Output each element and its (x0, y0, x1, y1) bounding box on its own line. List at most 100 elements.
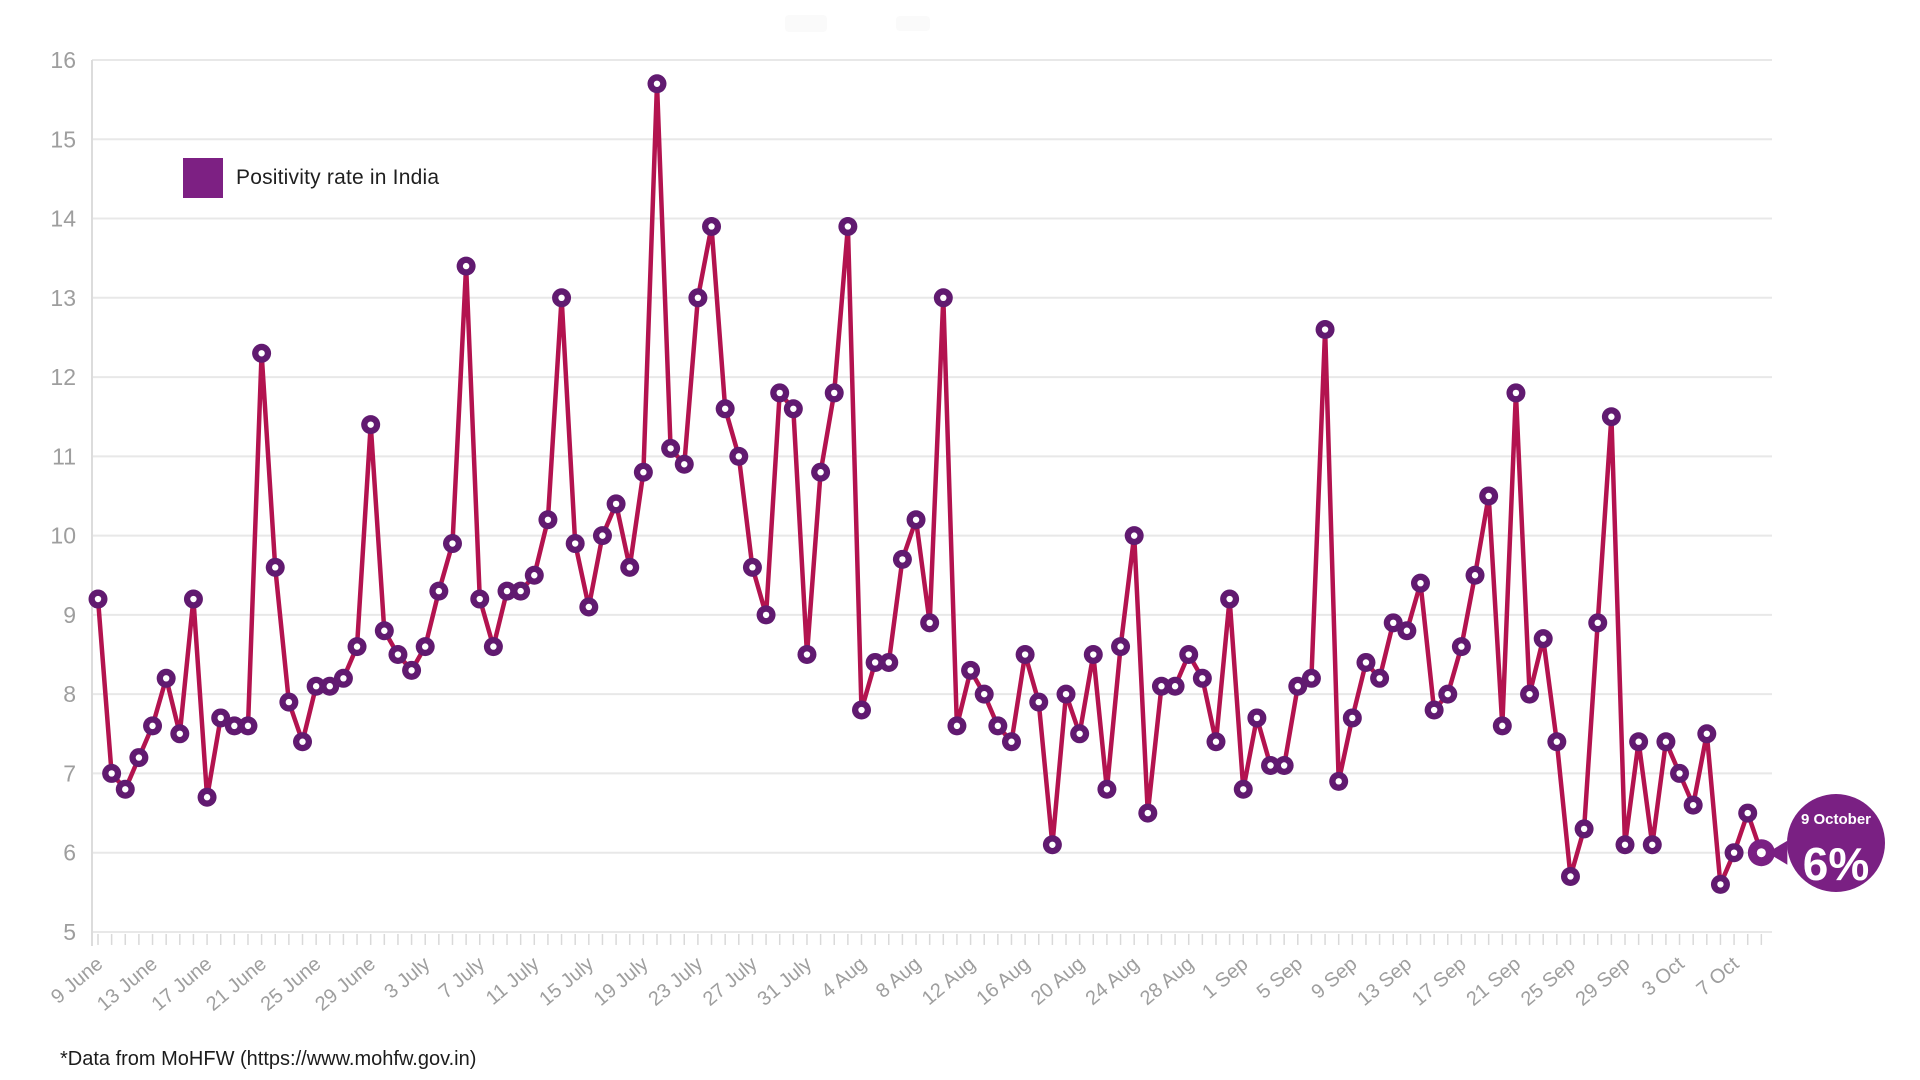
data-point-hole (912, 516, 920, 523)
data-point-hole (694, 294, 702, 302)
x-tick-label: 7 Oct (1693, 953, 1744, 1001)
x-tick-label: 16 Aug (972, 953, 1034, 1010)
data-point-hole (735, 453, 742, 460)
data-point-hole (1717, 881, 1724, 888)
data-point-hole (503, 587, 511, 595)
x-tick-label: 13 June (93, 953, 162, 1016)
gridlines (92, 59, 1772, 933)
data-point-hole (1090, 651, 1097, 658)
data-point-hole (1662, 738, 1670, 745)
data-point-hole (1267, 762, 1274, 769)
x-tick-label: 19 July (590, 953, 653, 1011)
data-point-hole (1321, 326, 1329, 333)
data-point-hole (653, 80, 661, 87)
y-tick-label: 7 (63, 760, 76, 786)
y-tick-label: 11 (52, 443, 76, 469)
data-point-hole (285, 698, 293, 706)
data-point-hole (994, 722, 1002, 730)
data-point-hole (831, 389, 838, 397)
y-tick-label: 16 (50, 47, 76, 73)
y-tick-label: 12 (50, 364, 76, 390)
data-point-hole (1199, 675, 1206, 682)
x-tick-label: 24 Aug (1082, 953, 1144, 1010)
data-point-hole (640, 469, 647, 476)
x-tick-label: 8 Aug (872, 953, 925, 1003)
callout-value: 6% (1803, 838, 1869, 890)
data-point-hole (1608, 413, 1615, 420)
y-axis-labels: 5 6 7 8 9 10 11 12 13 14 15 16 (50, 47, 76, 945)
data-point-hole (1485, 492, 1492, 500)
data-point-hole (1417, 579, 1424, 587)
data-point-hole (162, 675, 170, 682)
data-point-hole (1376, 675, 1383, 682)
data-point-hole (244, 722, 252, 730)
data-point-hole (1676, 770, 1683, 777)
callout-arrow-icon (1767, 840, 1788, 865)
data-point-hole (1703, 730, 1711, 737)
data-point-hole (885, 659, 892, 666)
data-point-hole (1499, 722, 1506, 730)
x-tick-label: 1 Sep (1198, 953, 1252, 1003)
data-point-hole (422, 643, 429, 650)
data-point-hole (231, 722, 238, 730)
data-point-hole (1512, 389, 1520, 397)
data-point-hole (858, 706, 865, 714)
data-point-hole (176, 730, 184, 737)
data-point-hole (1103, 786, 1111, 793)
series-line (95, 81, 1764, 887)
data-point-hole (1076, 730, 1083, 737)
data-point-hole (1756, 848, 1766, 858)
y-tick-label: 8 (63, 681, 76, 707)
data-point-hole (1567, 873, 1574, 880)
x-tick-label: 27 July (699, 953, 762, 1011)
data-point-hole (217, 714, 224, 722)
x-tick-label: 13 Sep (1353, 953, 1416, 1011)
data-point-hole (1689, 801, 1697, 809)
x-tick-label: 3 Oct (1638, 953, 1689, 1001)
data-point-hole (1540, 635, 1547, 642)
data-point-hole (203, 794, 211, 801)
data-point-hole (749, 564, 756, 571)
data-point-hole (1280, 762, 1288, 769)
data-point-hole (803, 651, 811, 658)
data-point-hole (1458, 643, 1465, 650)
data-point-hole (1580, 825, 1588, 833)
data-point-hole (1444, 690, 1451, 698)
data-point-hole (122, 786, 129, 793)
data-point-hole (517, 587, 524, 595)
data-point-hole (1594, 619, 1601, 627)
data-point-hole (135, 754, 143, 761)
x-tick-label: 5 Sep (1253, 953, 1307, 1003)
faded-title-artifact (896, 16, 930, 31)
y-tick-label: 14 (50, 206, 76, 232)
data-point-hole (1062, 690, 1070, 698)
data-point-hole (340, 675, 347, 682)
data-point-hole (1649, 841, 1656, 848)
data-point-hole (844, 223, 852, 230)
data-point-hole (981, 690, 988, 698)
x-tick-label: 25 June (257, 953, 326, 1016)
data-point-hole (462, 262, 470, 270)
y-tick-label: 10 (50, 523, 76, 549)
data-points (88, 74, 1775, 894)
data-point-hole (776, 389, 783, 397)
data-point-hole (1240, 786, 1247, 793)
x-tick-label: 23 July (644, 953, 707, 1011)
data-point-hole (367, 421, 374, 428)
data-point-hole (190, 595, 197, 603)
x-tick-label: 7 July (435, 953, 489, 1003)
data-point-hole (1553, 738, 1561, 745)
data-point-hole (449, 540, 456, 547)
data-point-hole (1035, 698, 1042, 706)
data-point-hole (326, 683, 333, 690)
data-point-hole (721, 405, 729, 412)
x-tick-label: 21 Sep (1462, 953, 1525, 1011)
data-point-hole (899, 556, 906, 563)
data-point-hole (1008, 738, 1015, 745)
legend-swatch (183, 158, 223, 198)
x-tick-label: 21 June (202, 953, 271, 1016)
data-point-hole (299, 738, 306, 745)
x-axis-ticks (97, 933, 1763, 945)
data-point-hole (1471, 572, 1479, 579)
data-point-hole (94, 595, 102, 603)
